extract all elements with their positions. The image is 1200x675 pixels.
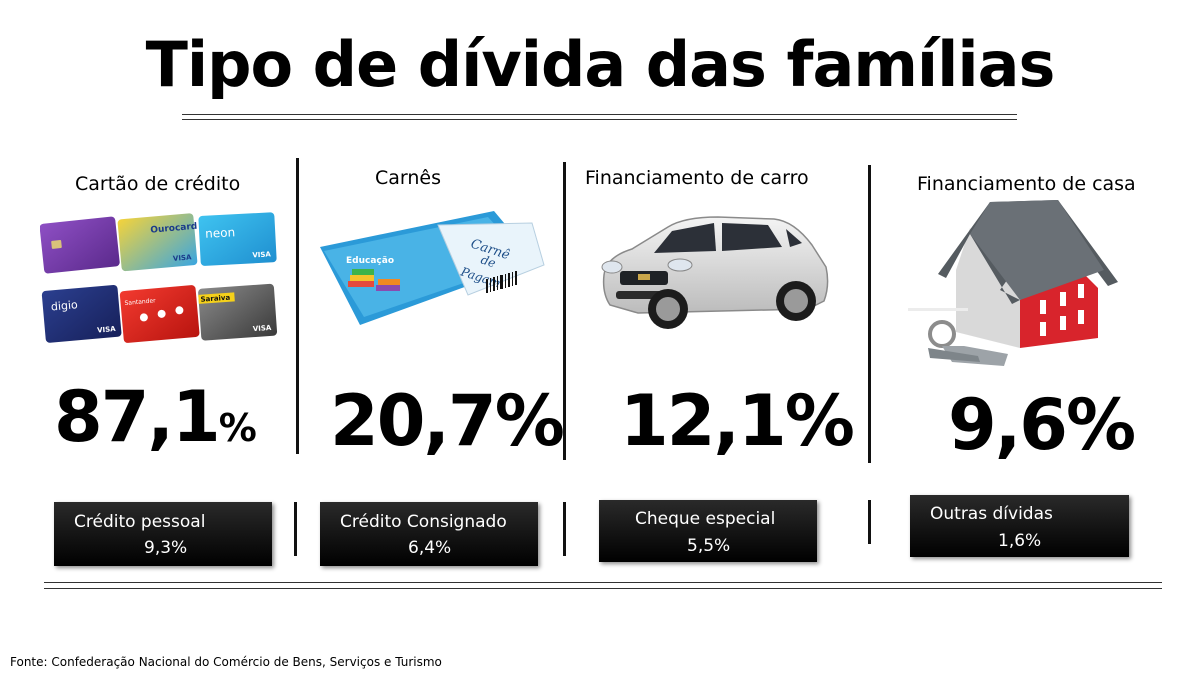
other-debt-box-personal-credit: Crédito pessoal 9,3% [54, 502, 272, 566]
category-label-house-financing: Financiamento de casa [917, 173, 1136, 195]
visa-text: VISA [97, 325, 117, 335]
category-label-booklets: Carnês [375, 167, 442, 189]
carne-de-text: de [479, 253, 497, 271]
divider-3-upper [868, 165, 871, 463]
saraiva-text: Saraiva [200, 294, 230, 304]
car-image [601, 216, 829, 329]
other-debt-box-other: Outras dívidas 1,6% [910, 495, 1129, 557]
credit-cards-image: Ourocard VISA neon VISA digio VISA Santa… [40, 212, 278, 343]
digio-text: digio [50, 298, 78, 313]
category-label-credit-card: Cartão de crédito [75, 173, 241, 195]
visa-text: VISA [253, 324, 273, 333]
divider-1-upper [296, 158, 299, 454]
bottom-rule-second [44, 588, 1162, 589]
percentage-house-financing: 9,6% [948, 384, 1136, 466]
santander-text: Santander [124, 297, 156, 307]
percentage-car-financing: 12,1% [620, 380, 855, 462]
divider-2-lower [563, 502, 566, 556]
title-underline [182, 114, 1017, 115]
percentage-credit-card-value: 87,1 [54, 376, 221, 458]
page-title: Tipo de dívida das famílias [145, 28, 1056, 101]
neon-text: neon [205, 225, 236, 241]
other-debt-percent: 5,5% [687, 536, 731, 556]
divider-2-upper [563, 162, 566, 460]
other-debt-label: Outras dívidas [930, 504, 1053, 524]
other-debt-box-payroll-credit: Crédito Consignado 6,4% [320, 502, 538, 566]
percentage-credit-card: 87,1% [54, 382, 257, 452]
title-underline-second [182, 119, 1017, 120]
other-debt-box-overdraft: Cheque especial 5,5% [599, 500, 817, 562]
ourocard-text: Ourocard [150, 222, 198, 236]
house-with-keys-image [908, 200, 1118, 366]
bottom-rule [44, 582, 1162, 583]
divider-1-lower [294, 502, 297, 556]
percentage-booklets: 20,7% [330, 380, 565, 462]
percentage-credit-card-sign: % [218, 406, 257, 450]
divider-3-lower [868, 500, 871, 544]
other-debt-label: Cheque especial [635, 509, 776, 529]
source-note: Fonte: Confederação Nacional do Comércio… [10, 655, 442, 669]
other-debt-percent: 1,6% [998, 531, 1042, 551]
educacao-text: Educação [346, 256, 394, 266]
category-label-car-financing: Financiamento de carro [585, 167, 809, 189]
visa-text: VISA [173, 253, 193, 263]
visa-text: VISA [252, 250, 271, 259]
other-debt-percent: 6,4% [408, 538, 452, 558]
other-debt-percent: 9,3% [144, 538, 188, 558]
payment-booklet-image: Carnê de Pagam Educação [320, 211, 545, 325]
other-debt-label: Crédito pessoal [74, 512, 206, 532]
other-debt-label: Crédito Consignado [340, 512, 507, 532]
